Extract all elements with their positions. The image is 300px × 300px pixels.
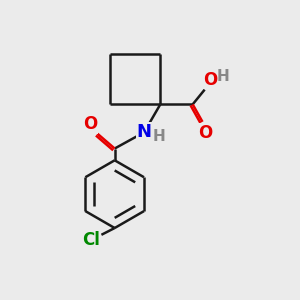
Text: O: O	[198, 124, 212, 142]
Text: O: O	[203, 70, 218, 88]
Text: O: O	[83, 115, 98, 133]
Text: N: N	[136, 123, 152, 141]
Text: Cl: Cl	[82, 231, 100, 249]
Text: H: H	[153, 129, 166, 144]
Text: H: H	[216, 69, 229, 84]
